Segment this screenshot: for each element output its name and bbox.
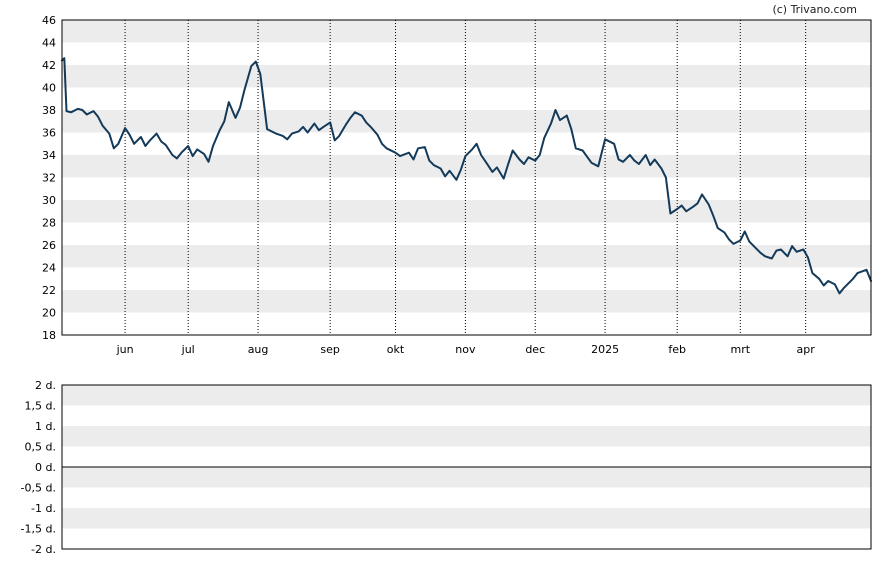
price-x-tick-label: apr (797, 343, 816, 356)
dividend-band (62, 467, 871, 488)
price-y-tick-label: 40 (42, 82, 56, 95)
price-x-tick-label: okt (387, 343, 405, 356)
price-x-tick-label: aug (248, 343, 269, 356)
dividend-band (62, 508, 871, 529)
price-x-tick-label: mrt (731, 343, 751, 356)
dividend-y-tick-label: 2 d. (35, 379, 56, 392)
price-x-tick-label: nov (455, 343, 476, 356)
dividend-panel-frame (61, 384, 872, 550)
dividend-y-tick-label: 1,5 d. (25, 400, 56, 413)
price-x-tick-label: jul (181, 343, 195, 356)
price-y-tick-label: 42 (42, 59, 56, 72)
price-y-tick-label: 30 (42, 194, 56, 207)
price-y-tick-label: 44 (42, 37, 56, 50)
price-band (62, 290, 871, 313)
price-series-line (61, 57, 872, 295)
price-y-tick-label: 28 (42, 217, 56, 230)
price-x-tick-label: jun (116, 343, 134, 356)
price-x-tick-label: 2025 (591, 343, 619, 356)
price-x-tick-label: sep (320, 343, 339, 356)
dividend-panel: 2 d. 1,5 d. 1 d. 0,5 d. 0 d. -0,5 d. -1 d. -1,5… (21, 379, 872, 556)
price-band (62, 65, 871, 88)
price-y-tick-label: 34 (42, 149, 56, 162)
price-band (62, 155, 871, 178)
price-x-tick-label: dec (525, 343, 545, 356)
price-panel-x-axis: jun jul aug sep okt nov dec 2025 feb mrt apr (116, 343, 816, 356)
price-y-tick-label: 32 (42, 172, 56, 185)
dividend-y-tick-label: 0 d. (35, 461, 56, 474)
price-y-tick-label: 46 (42, 14, 56, 27)
dividend-panel-y-axis: 2 d. 1,5 d. 1 d. 0,5 d. 0 d. -0,5 d. -1 d. -1,5… (21, 379, 56, 556)
price-y-tick-label: 24 (42, 262, 56, 275)
price-x-tick-label: feb (668, 343, 686, 356)
price-y-tick-label: 22 (42, 284, 56, 297)
credit-label: (c) Trivano.com (772, 3, 857, 16)
dividend-y-tick-label: 1 d. (35, 420, 56, 433)
dividend-y-tick-label: -1,5 d. (21, 523, 56, 536)
price-y-tick-label: 26 (42, 239, 56, 252)
price-y-tick-label: 36 (42, 127, 56, 140)
dividend-band (62, 385, 871, 406)
price-band (62, 110, 871, 133)
price-panel-frame (61, 19, 872, 336)
price-panel-bands (62, 20, 871, 313)
price-band (62, 20, 871, 43)
price-y-tick-label: 38 (42, 104, 56, 117)
dividend-band (62, 426, 871, 447)
price-panel-y-axis: 18 20 22 24 26 28 30 32 34 36 38 40 42 44 46 (42, 14, 56, 342)
price-panel: 18 20 22 24 26 28 30 32 34 36 38 40 42 44 46 jun jul aug… (42, 14, 872, 356)
price-band (62, 200, 871, 223)
dividend-y-tick-label: 0,5 d. (25, 441, 56, 454)
price-y-tick-label: 18 (42, 329, 56, 342)
dividend-y-tick-label: -1 d. (31, 502, 56, 515)
price-y-tick-label: 20 (42, 307, 56, 320)
dividend-panel-bands (62, 385, 871, 529)
dividend-y-tick-label: -2 d. (31, 543, 56, 556)
dividend-y-tick-label: -0,5 d. (21, 482, 56, 495)
price-band (62, 245, 871, 268)
